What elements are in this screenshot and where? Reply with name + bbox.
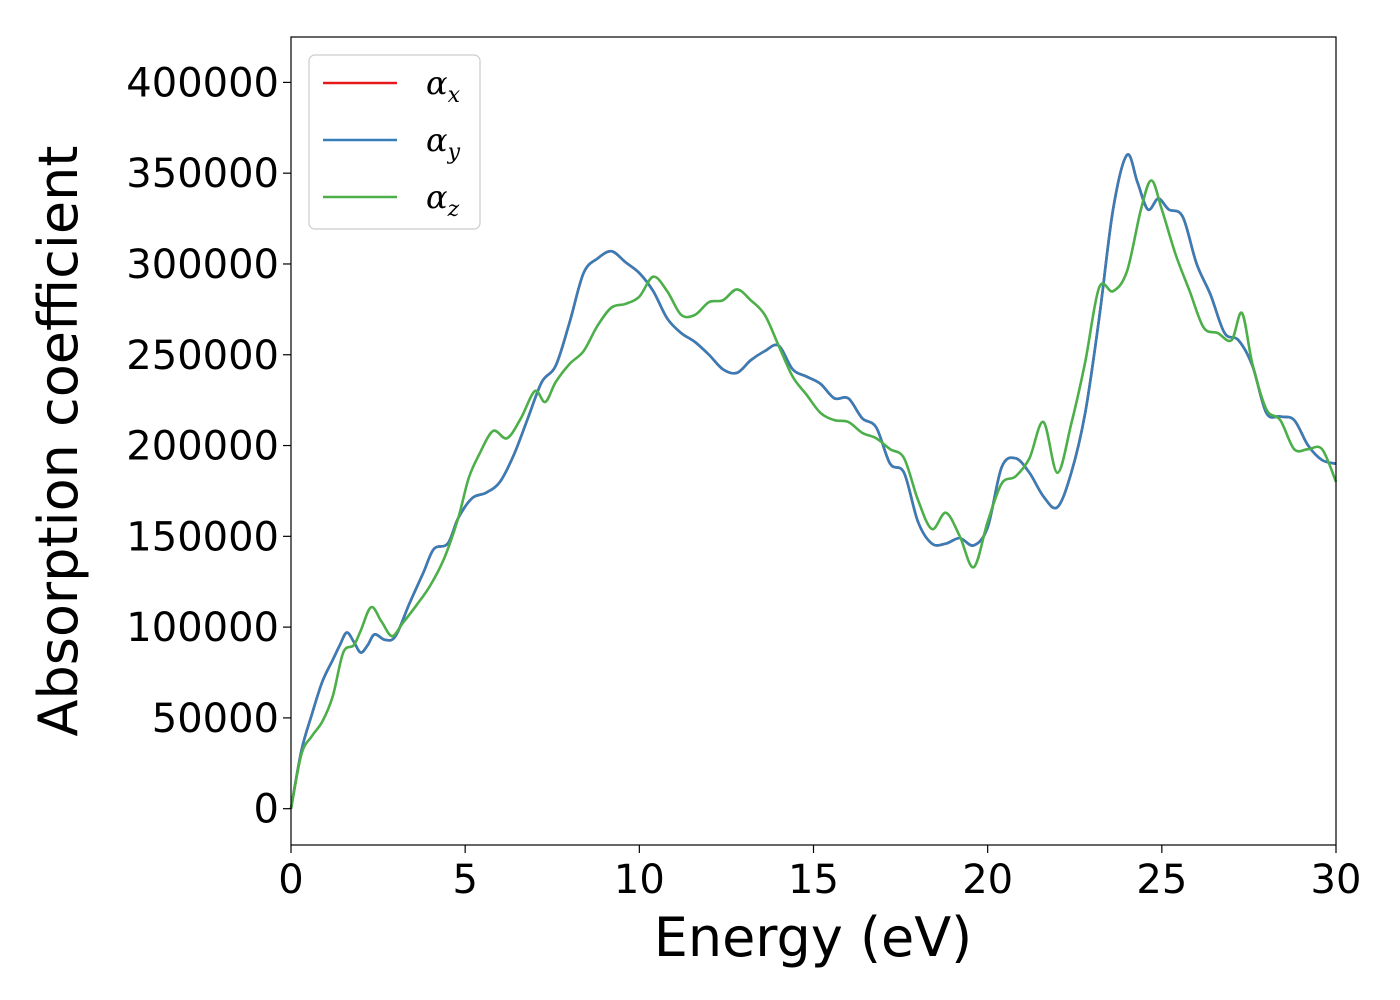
y-tick-label: 300000	[126, 242, 279, 288]
legend-symbol: α	[426, 178, 448, 216]
legend-symbol: α	[426, 121, 448, 159]
y-tick-label: 0	[254, 787, 279, 833]
x-tick-label: 15	[788, 857, 839, 903]
legend-subscript: z	[447, 197, 460, 222]
legend-label-z: αz	[426, 178, 460, 222]
x-tick-label: 20	[962, 857, 1013, 903]
series-line-z	[289, 179, 1338, 809]
y-tick-label: 50000	[152, 696, 279, 742]
x-tick-label: 30	[1311, 857, 1362, 903]
legend-box	[308, 54, 481, 230]
legend-label-y: αy	[426, 121, 461, 165]
x-tick-label: 0	[278, 857, 303, 903]
x-tick-label: 25	[1136, 857, 1187, 903]
y-tick-label: 200000	[126, 424, 279, 470]
y-tick-label: 150000	[126, 514, 279, 560]
x-tick-label: 5	[452, 857, 477, 903]
legend-subscript: y	[447, 140, 461, 165]
y-tick-label: 100000	[126, 605, 279, 651]
x-axis-ticks: 0 5 10 15 20 25 30	[278, 845, 1361, 903]
y-tick-label: 400000	[126, 60, 279, 106]
y-axis-ticks: 0 50000 100000 150000 200000 250000 300000 3500…	[126, 60, 291, 833]
legend-subscript: x	[448, 83, 461, 108]
y-tick-label: 250000	[126, 333, 279, 379]
series-layer	[289, 153, 1338, 809]
y-axis-label: Absorption coefficient	[27, 146, 90, 737]
series-line-y	[289, 153, 1337, 809]
legend-symbol: α	[426, 64, 448, 102]
y-tick-label: 350000	[126, 151, 279, 197]
x-axis-label: Energy (eV)	[654, 906, 973, 969]
legend-label-x: αx	[426, 64, 461, 108]
x-tick-label: 10	[614, 857, 665, 903]
